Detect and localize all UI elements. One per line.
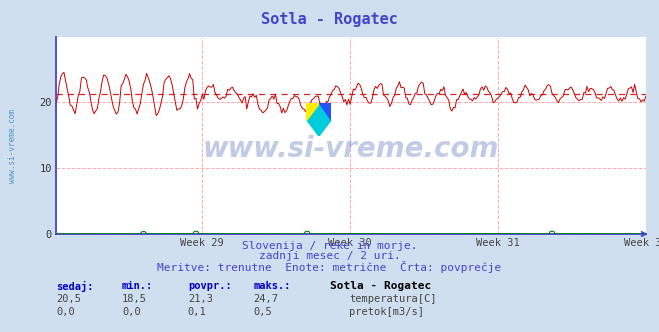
Polygon shape <box>306 103 331 136</box>
Text: 24,7: 24,7 <box>254 294 279 304</box>
Text: 18,5: 18,5 <box>122 294 147 304</box>
Text: pretok[m3/s]: pretok[m3/s] <box>349 307 424 317</box>
Text: 20,5: 20,5 <box>56 294 81 304</box>
Text: www.si-vreme.com: www.si-vreme.com <box>8 109 17 183</box>
Polygon shape <box>319 103 331 120</box>
Text: zadnji mesec / 2 uri.: zadnji mesec / 2 uri. <box>258 251 401 261</box>
Text: povpr.:: povpr.: <box>188 281 231 290</box>
Text: temperatura[C]: temperatura[C] <box>349 294 437 304</box>
Text: 0,5: 0,5 <box>254 307 272 317</box>
Text: Slovenija / reke in morje.: Slovenija / reke in morje. <box>242 241 417 251</box>
Text: www.si-vreme.com: www.si-vreme.com <box>203 135 499 163</box>
Text: 0,0: 0,0 <box>122 307 140 317</box>
Text: maks.:: maks.: <box>254 281 291 290</box>
Text: 21,3: 21,3 <box>188 294 213 304</box>
Text: 0,0: 0,0 <box>56 307 74 317</box>
Text: Meritve: trenutne  Enote: metrične  Črta: povprečje: Meritve: trenutne Enote: metrične Črta: … <box>158 261 501 273</box>
Text: min.:: min.: <box>122 281 153 290</box>
Text: sedaj:: sedaj: <box>56 281 94 291</box>
Text: 0,1: 0,1 <box>188 307 206 317</box>
Polygon shape <box>306 103 319 120</box>
Text: Sotla - Rogatec: Sotla - Rogatec <box>261 12 398 27</box>
Text: Sotla - Rogatec: Sotla - Rogatec <box>330 281 431 290</box>
